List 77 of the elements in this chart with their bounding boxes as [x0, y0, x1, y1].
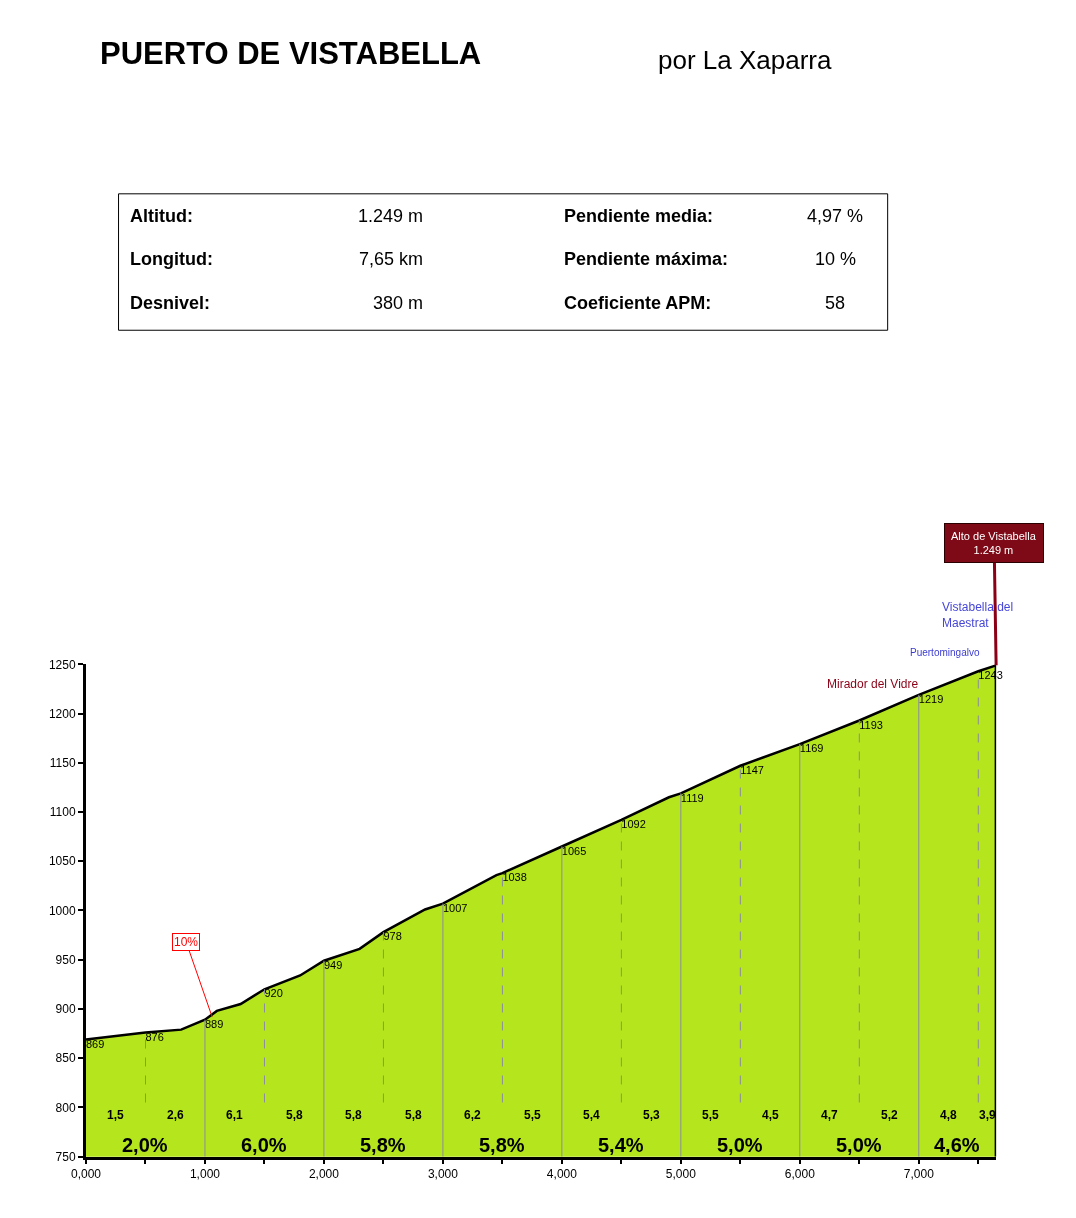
annotation: 4,6% — [934, 1134, 980, 1156]
y-tick-label: 750 — [55, 1149, 76, 1164]
annotation: 5,8 — [345, 1108, 363, 1122]
data-label: 920 — [264, 987, 283, 1000]
y-tick-label: 800 — [55, 1100, 76, 1115]
annotation: 2,0% — [122, 1134, 168, 1156]
data-label: 1119 — [680, 791, 704, 804]
text: 1.249 m — [358, 206, 424, 226]
data-label: 876 — [145, 1030, 164, 1043]
annotation: 6,0% — [241, 1134, 287, 1156]
text: Desnivel: — [130, 293, 211, 313]
annotation: 5,5 — [702, 1108, 720, 1122]
annotation: Mirador del Vidre — [827, 677, 919, 691]
y-tick-label: 1000 — [48, 903, 76, 918]
text: Pendiente media: — [564, 206, 714, 226]
x-tick-label: 7,000 — [903, 1167, 935, 1182]
x-tick-label: 6,000 — [784, 1167, 816, 1182]
annotation: 5,4 — [583, 1108, 601, 1122]
annotation: 10% — [174, 935, 199, 949]
y-tick-label: 950 — [55, 952, 76, 967]
data-label: 978 — [383, 930, 402, 943]
text: Pendiente máxima: — [564, 249, 729, 269]
annotation: 5,8% — [360, 1134, 406, 1156]
annotation: 4,8 — [940, 1108, 958, 1122]
x-tick-label: 4,000 — [546, 1167, 578, 1182]
annotation: 5,3 — [643, 1108, 661, 1122]
annotation: 4,7 — [821, 1108, 839, 1122]
x-tick-label: 1,000 — [189, 1167, 221, 1182]
data-label: 1169 — [799, 742, 824, 755]
annotation: 6,2 — [464, 1108, 482, 1122]
text: 10 % — [815, 249, 857, 269]
y-tick-label: 1250 — [48, 657, 76, 672]
data-label: 869 — [86, 1037, 105, 1050]
data-label: 1065 — [561, 844, 587, 857]
y-tick-label: 1100 — [49, 805, 76, 820]
x-tick-label: 0,000 — [70, 1167, 102, 1182]
data-label: 1193 — [859, 718, 883, 731]
data-label: 1147 — [740, 764, 764, 777]
y-tick-label: 850 — [55, 1051, 76, 1066]
text: 4,97 % — [807, 206, 864, 226]
annotation: 3,9 — [979, 1108, 997, 1122]
x-tick-label: 2,000 — [308, 1167, 340, 1182]
y-tick-label: 1150 — [49, 756, 76, 771]
text: Longitud: — [130, 249, 213, 269]
y-tick-label: 900 — [55, 1002, 76, 1017]
data-label: 949 — [323, 958, 343, 971]
annotation: 2,6 — [167, 1108, 185, 1122]
annotation: 1,5 — [107, 1108, 125, 1122]
text: PUERTO DE VISTABELLA — [100, 35, 482, 71]
x-tick-label: 5,000 — [665, 1167, 697, 1182]
data-label: 1219 — [918, 693, 944, 706]
annotation: 6,1 — [226, 1108, 244, 1122]
annotation: 5,2 — [881, 1108, 899, 1122]
annotation: 5,8 — [405, 1108, 423, 1122]
text: 58 — [825, 293, 846, 313]
data-label: 889 — [204, 1018, 224, 1031]
annotation: 5,5 — [524, 1108, 542, 1122]
y-tick-label: 1200 — [48, 706, 76, 721]
data-label: 1007 — [442, 901, 468, 914]
annotation: 5,0% — [717, 1134, 763, 1156]
annotation: 4,5 — [762, 1108, 780, 1122]
text: Coeficiente APM: — [564, 293, 712, 313]
annotation: 5,4% — [598, 1134, 644, 1156]
annotation: Puertomingalvo — [910, 647, 980, 658]
text: por La Xaparra — [658, 45, 832, 75]
annotation: 5,8 — [286, 1108, 304, 1122]
data-label: 1038 — [502, 871, 527, 884]
annotation: Vistabella del Maestrat — [942, 600, 1014, 630]
y-tick-label: 1050 — [48, 854, 76, 869]
annotation: 5,8% — [479, 1134, 525, 1156]
text: 380 m — [373, 293, 424, 313]
text: Altitud: — [130, 206, 193, 226]
annotation: 5,0% — [836, 1134, 882, 1156]
x-tick-label: 3,000 — [427, 1167, 459, 1182]
text: 7,65 km — [359, 249, 424, 269]
annotation: Alto de Vistabella 1.249 m — [951, 530, 1037, 557]
data-label: 1092 — [621, 818, 646, 831]
